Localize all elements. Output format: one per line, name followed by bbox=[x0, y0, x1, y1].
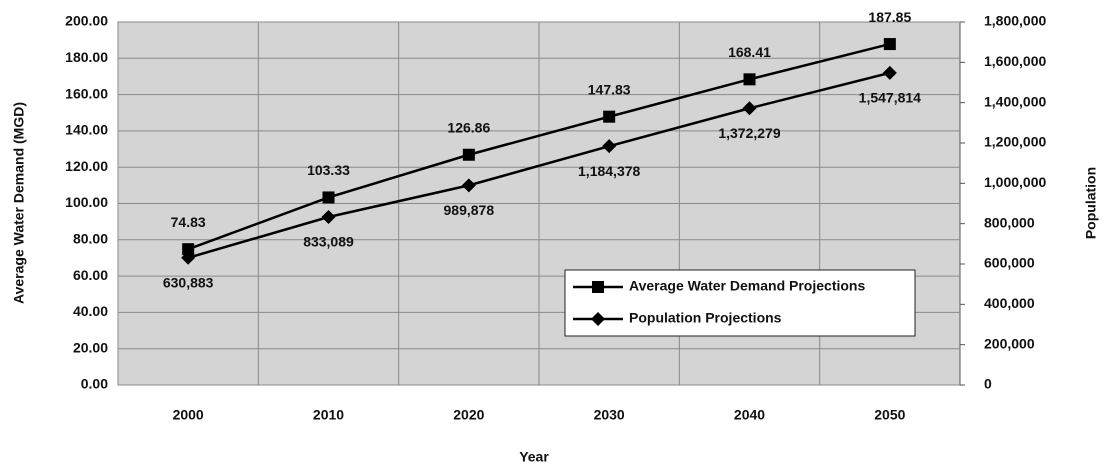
y2-tick-label: 1,200,000 bbox=[984, 134, 1046, 150]
y2-tick-label: 200,000 bbox=[984, 335, 1035, 351]
marker bbox=[321, 209, 336, 224]
data-label: 1,184,378 bbox=[578, 163, 640, 179]
data-label: 168.41 bbox=[728, 44, 771, 60]
data-label: 74.83 bbox=[171, 214, 206, 230]
data-label: 147.83 bbox=[588, 81, 631, 97]
marker bbox=[742, 101, 757, 116]
y2-tick-label: 1,600,000 bbox=[984, 53, 1046, 69]
marker bbox=[592, 281, 604, 293]
y2-tick-label: 800,000 bbox=[984, 214, 1035, 230]
y-tick-label: 140.00 bbox=[65, 122, 108, 138]
data-label: 989,878 bbox=[444, 202, 495, 218]
y2-axis-label: Population bbox=[1083, 167, 1099, 239]
y-tick-label: 40.00 bbox=[73, 303, 108, 319]
y2-tick-label: 400,000 bbox=[984, 295, 1035, 311]
data-label: 1,547,814 bbox=[859, 90, 921, 106]
marker bbox=[181, 250, 196, 265]
legend-label: Average Water Demand Projections bbox=[629, 278, 865, 294]
marker bbox=[882, 65, 897, 80]
data-label: 187.85 bbox=[868, 9, 911, 25]
y2-tick-label: 1,800,000 bbox=[984, 13, 1046, 29]
x-tick-label: 2030 bbox=[594, 407, 625, 423]
y-tick-label: 80.00 bbox=[73, 231, 108, 247]
data-label: 126.86 bbox=[447, 119, 490, 135]
y-tick-label: 100.00 bbox=[65, 194, 108, 210]
x-tick-label: 2000 bbox=[173, 407, 204, 423]
marker bbox=[591, 312, 605, 326]
marker bbox=[462, 148, 475, 161]
y2-tick-label: 0 bbox=[984, 376, 992, 392]
marker bbox=[182, 243, 195, 256]
marker bbox=[602, 139, 617, 154]
data-label: 1,372,279 bbox=[718, 125, 780, 141]
y-axis-label: Average Water Demand (MGD) bbox=[11, 102, 27, 304]
y-tick-label: 200.00 bbox=[65, 13, 108, 29]
y2-tick-label: 600,000 bbox=[984, 255, 1035, 271]
x-tick-label: 2040 bbox=[734, 407, 765, 423]
x-axis-label: Year bbox=[519, 449, 549, 465]
y2-tick-label: 1,000,000 bbox=[984, 174, 1046, 190]
data-label: 630,883 bbox=[163, 274, 214, 290]
y-tick-label: 0.00 bbox=[81, 376, 108, 392]
legend-box bbox=[564, 269, 916, 337]
y-tick-label: 180.00 bbox=[65, 49, 108, 65]
marker bbox=[883, 38, 896, 51]
marker bbox=[603, 110, 616, 123]
x-tick-label: 2020 bbox=[453, 407, 484, 423]
y-tick-label: 120.00 bbox=[65, 158, 108, 174]
x-tick-label: 2050 bbox=[874, 407, 905, 423]
y2-tick-label: 1,400,000 bbox=[984, 93, 1046, 109]
legend-label: Population Projections bbox=[629, 310, 782, 326]
y-tick-label: 20.00 bbox=[73, 339, 108, 355]
y-tick-label: 160.00 bbox=[65, 85, 108, 101]
marker bbox=[461, 178, 476, 193]
y-tick-label: 60.00 bbox=[73, 267, 108, 283]
marker bbox=[743, 73, 756, 86]
marker bbox=[322, 191, 335, 204]
series-line bbox=[187, 71, 891, 259]
series-line bbox=[187, 42, 891, 251]
data-label: 833,089 bbox=[303, 234, 354, 250]
x-tick-label: 2010 bbox=[313, 407, 344, 423]
data-label: 103.33 bbox=[307, 162, 350, 178]
